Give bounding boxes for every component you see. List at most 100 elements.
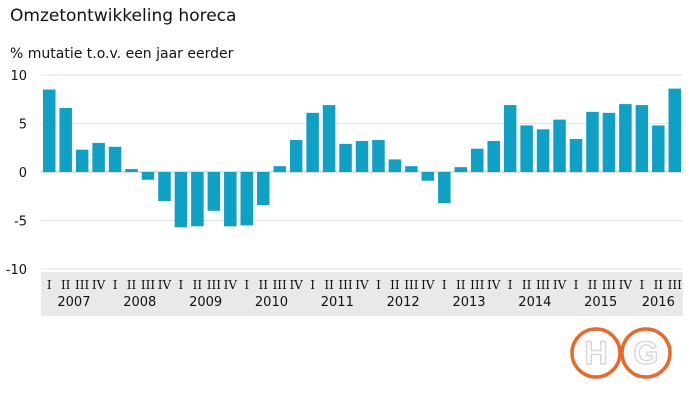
x-tick-label: I	[574, 278, 579, 292]
logo-h-circle	[570, 327, 622, 379]
bar	[355, 140, 369, 172]
x-tick-label: II	[258, 278, 268, 292]
year-label: 2016	[642, 295, 675, 310]
x-tick-label: II	[324, 278, 334, 292]
x-tick-label: II	[522, 278, 532, 292]
x-tick-label: III	[404, 278, 418, 292]
logo: H G	[570, 327, 672, 379]
x-tick-label: I	[47, 278, 52, 292]
x-tick-label: III	[536, 278, 550, 292]
x-tick-label: IV	[421, 278, 435, 292]
bar	[256, 172, 270, 205]
year-label: 2014	[518, 295, 551, 310]
bar	[520, 125, 533, 172]
x-tick-label: I	[442, 278, 447, 292]
x-tick-label: II	[193, 278, 203, 292]
bar	[92, 142, 105, 172]
year-label: 2009	[189, 295, 222, 310]
x-tick-label: III	[207, 278, 221, 292]
x-tick-label: I	[310, 278, 315, 292]
bar	[421, 172, 435, 181]
bar	[339, 143, 352, 172]
bar	[108, 146, 122, 172]
bar	[405, 166, 418, 172]
x-tick-label: III	[602, 278, 616, 292]
bar	[207, 172, 221, 211]
bar	[59, 107, 72, 172]
bar	[635, 105, 649, 172]
y-tick-label: 0	[19, 166, 27, 181]
x-axis-band	[41, 272, 683, 316]
x-tick-label: I	[376, 278, 381, 292]
x-tick-label: III	[273, 278, 287, 292]
x-tick-label: I	[508, 278, 513, 292]
bar	[141, 172, 155, 180]
x-tick-label: IV	[92, 278, 106, 292]
bar	[289, 139, 303, 172]
x-tick-label: I	[244, 278, 249, 292]
year-label: 2010	[255, 295, 288, 310]
y-tick-label: -10	[6, 263, 27, 278]
year-label: 2011	[321, 295, 354, 310]
x-tick-label: IV	[619, 278, 633, 292]
bar	[553, 119, 566, 172]
bar	[125, 169, 138, 172]
x-tick-label: II	[390, 278, 400, 292]
logo-g-circle	[620, 327, 672, 379]
bar	[158, 172, 171, 202]
bar	[42, 89, 56, 172]
x-tick-label: III	[338, 278, 352, 292]
bar	[306, 112, 319, 172]
bar	[569, 139, 583, 172]
x-tick-label: I	[113, 278, 118, 292]
x-tick-label: II	[456, 278, 466, 292]
x-tick-label: II	[61, 278, 71, 292]
bar	[470, 148, 484, 172]
bar	[619, 104, 632, 172]
x-tick-label: III	[141, 278, 155, 292]
x-tick-label: IV	[289, 278, 303, 292]
bar	[438, 172, 451, 204]
year-label: 2007	[57, 295, 90, 310]
x-tick-label: II	[588, 278, 598, 292]
x-tick-label: IV	[355, 278, 369, 292]
bar	[322, 105, 336, 172]
bar	[602, 112, 616, 172]
y-tick-label: -5	[14, 215, 27, 230]
year-label: 2015	[584, 295, 617, 310]
x-tick-label: III	[668, 278, 682, 292]
y-axis-label: % mutatie t.o.v. een jaar eerder	[10, 46, 234, 62]
bar	[388, 159, 402, 172]
x-tick-label: IV	[224, 278, 238, 292]
y-tick-label: 5	[19, 118, 27, 133]
chart-title: Omzetontwikkeling horeca	[10, 6, 237, 26]
y-tick-label: 10	[10, 69, 27, 84]
bar	[652, 125, 665, 172]
x-tick-label: IV	[553, 278, 567, 292]
x-tick-label: IV	[158, 278, 172, 292]
logo-g-letter: G	[634, 335, 659, 371]
year-label: 2008	[123, 295, 156, 310]
bar	[503, 105, 517, 172]
bar	[240, 172, 254, 226]
x-tick-label: II	[654, 278, 664, 292]
bar	[174, 172, 188, 228]
bar	[75, 149, 89, 172]
x-tick-label: IV	[487, 278, 501, 292]
bar	[487, 140, 500, 172]
bar	[273, 166, 286, 172]
year-label: 2012	[387, 295, 420, 310]
bar	[586, 111, 599, 172]
x-tick-label: III	[75, 278, 89, 292]
bar	[668, 88, 682, 172]
bar	[191, 172, 204, 227]
x-tick-label: III	[470, 278, 484, 292]
x-tick-label: II	[127, 278, 137, 292]
bar	[454, 167, 468, 172]
x-tick-label: I	[639, 278, 644, 292]
bar	[536, 129, 550, 172]
bar	[372, 139, 385, 172]
logo-h-letter: H	[584, 335, 607, 371]
bar	[224, 172, 237, 227]
